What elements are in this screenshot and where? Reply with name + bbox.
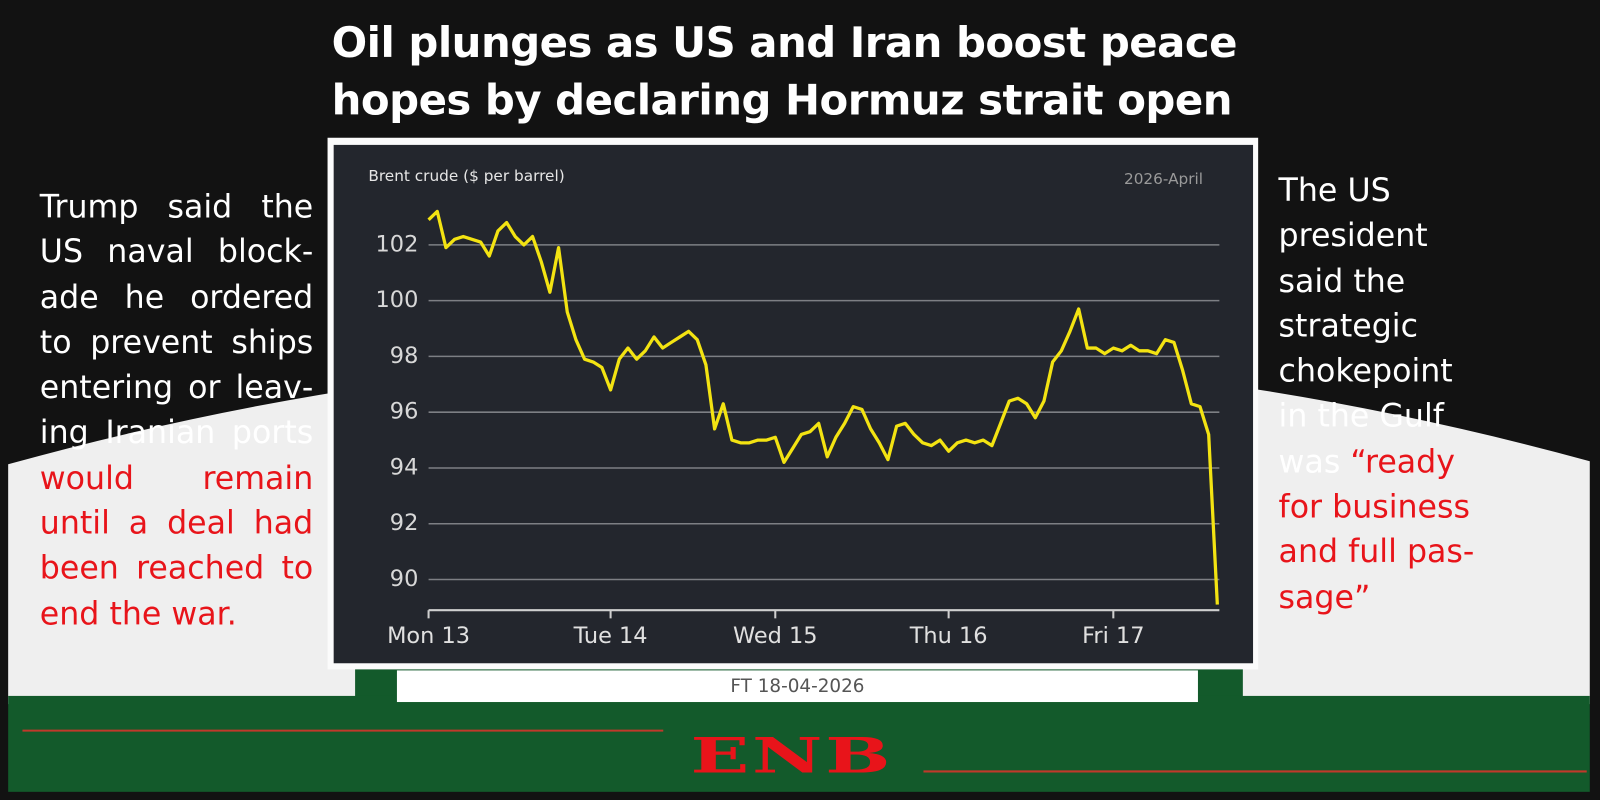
x-tick-label: Fri 17: [1082, 623, 1144, 649]
y-tick-label: 90: [390, 566, 419, 592]
chart-panel: [333, 144, 1254, 664]
highlight: “ready for business and full pas­sage”: [1278, 443, 1475, 616]
y-tick-label: 94: [390, 454, 419, 480]
text: The US president said the strategic chok…: [1278, 172, 1453, 481]
headline: Oil plunges as US and Iran boost peace h…: [331, 18, 1238, 125]
y-tick-label: 100: [376, 287, 419, 313]
price-line: [427, 209, 1219, 605]
y-tick-label: 92: [390, 510, 419, 536]
x-tick-label: Thu 16: [909, 623, 988, 649]
chart-title: Brent crude ($ per barrel): [368, 167, 564, 185]
y-tick-label: 102: [376, 231, 419, 257]
x-tick-label: Tue 14: [573, 623, 648, 649]
highlight: would remain until a deal had been reach…: [39, 459, 314, 633]
caption: FT 18-04-2026: [396, 670, 1198, 703]
x-tick-label: Mon 13: [387, 623, 470, 649]
left-text: Trump said the US naval block­ade he ord…: [40, 185, 313, 637]
chart-subtitle: 2026-April: [1124, 170, 1203, 188]
y-tick-label: 96: [390, 399, 419, 425]
y-tick-label: 98: [390, 343, 419, 369]
text: Trump said the US naval block­ade he ord…: [39, 188, 314, 452]
right-text: The US president said the strategic chok…: [1279, 168, 1488, 620]
logo: ENB: [690, 727, 893, 784]
footer-band: [8, 695, 1590, 792]
x-tick-label: Wed 15: [733, 623, 818, 649]
